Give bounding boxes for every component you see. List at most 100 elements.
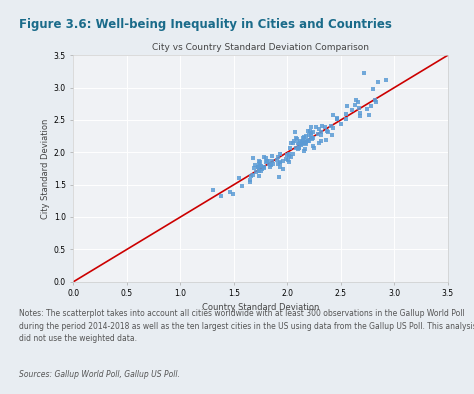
Point — [337, 121, 345, 127]
Point — [260, 165, 268, 171]
Point — [355, 104, 363, 111]
Point — [256, 163, 264, 169]
Point — [318, 123, 325, 129]
Point — [276, 164, 284, 170]
Point — [229, 191, 237, 197]
Point — [333, 116, 341, 123]
Point — [292, 145, 300, 151]
Point — [295, 145, 303, 152]
Point — [294, 140, 302, 147]
Point — [227, 189, 234, 195]
Point — [256, 158, 264, 165]
Point — [255, 158, 263, 164]
Point — [306, 132, 313, 138]
Point — [357, 113, 365, 119]
Point — [310, 143, 317, 149]
Point — [306, 128, 313, 134]
Point — [307, 130, 315, 136]
Point — [343, 102, 351, 109]
Point — [294, 146, 301, 152]
Point — [255, 160, 263, 167]
Point — [371, 97, 379, 103]
Point — [293, 136, 301, 142]
Point — [301, 139, 308, 146]
Point — [354, 98, 362, 105]
Title: City vs Country Standard Deviation Comparison: City vs Country Standard Deviation Compa… — [152, 43, 369, 52]
Point — [300, 134, 307, 140]
Point — [322, 137, 329, 143]
Point — [258, 166, 266, 172]
Y-axis label: City Standard Deviation: City Standard Deviation — [41, 118, 50, 219]
Point — [302, 141, 310, 147]
Point — [282, 156, 289, 162]
Point — [373, 98, 380, 105]
Point — [314, 131, 322, 138]
Point — [217, 193, 225, 199]
Point — [308, 135, 316, 141]
Point — [267, 162, 275, 168]
Point — [333, 115, 341, 121]
Point — [287, 140, 295, 147]
Point — [255, 168, 262, 175]
Point — [356, 110, 364, 116]
Point — [329, 125, 337, 131]
Point — [255, 164, 262, 170]
Point — [264, 158, 272, 164]
Point — [247, 173, 255, 179]
Point — [262, 159, 270, 165]
Point — [361, 70, 368, 76]
Point — [257, 163, 265, 169]
Point — [274, 154, 282, 160]
Point — [285, 152, 293, 159]
Point — [235, 175, 243, 181]
Point — [382, 76, 390, 83]
Point — [305, 138, 313, 144]
Point — [268, 153, 276, 160]
Point — [255, 168, 263, 175]
Point — [261, 154, 268, 160]
Point — [308, 134, 315, 140]
Point — [300, 138, 307, 144]
Point — [315, 140, 323, 147]
Point — [257, 168, 265, 174]
Point — [329, 112, 337, 118]
Point — [300, 135, 307, 141]
Point — [310, 145, 318, 151]
Point — [309, 129, 316, 136]
Point — [308, 136, 316, 142]
Point — [268, 158, 275, 164]
Point — [317, 132, 325, 138]
Point — [307, 124, 315, 130]
Point — [365, 112, 373, 118]
Point — [275, 174, 283, 180]
Point — [280, 165, 287, 172]
Point — [249, 155, 257, 161]
Text: Notes: The scatterplot takes into account all cities worldwide with at least 300: Notes: The scatterplot takes into accoun… — [19, 309, 474, 343]
Point — [276, 159, 283, 165]
Point — [263, 155, 270, 162]
Point — [328, 123, 335, 130]
Point — [296, 138, 304, 144]
Point — [254, 164, 261, 170]
Point — [303, 136, 311, 143]
Point — [302, 132, 310, 139]
Point — [263, 158, 270, 164]
Point — [209, 187, 216, 193]
Point — [276, 151, 283, 157]
Point — [251, 162, 258, 169]
Point — [374, 79, 382, 85]
Point — [274, 161, 282, 167]
Point — [300, 148, 307, 154]
Point — [246, 177, 254, 183]
Point — [367, 103, 375, 110]
Point — [301, 140, 309, 147]
Point — [269, 161, 276, 167]
Point — [285, 151, 293, 157]
Point — [342, 111, 349, 117]
Point — [304, 138, 311, 144]
Point — [296, 145, 303, 151]
X-axis label: Country Standard Deviation: Country Standard Deviation — [202, 303, 319, 312]
Point — [283, 152, 291, 158]
Point — [279, 158, 286, 164]
Point — [260, 164, 268, 170]
